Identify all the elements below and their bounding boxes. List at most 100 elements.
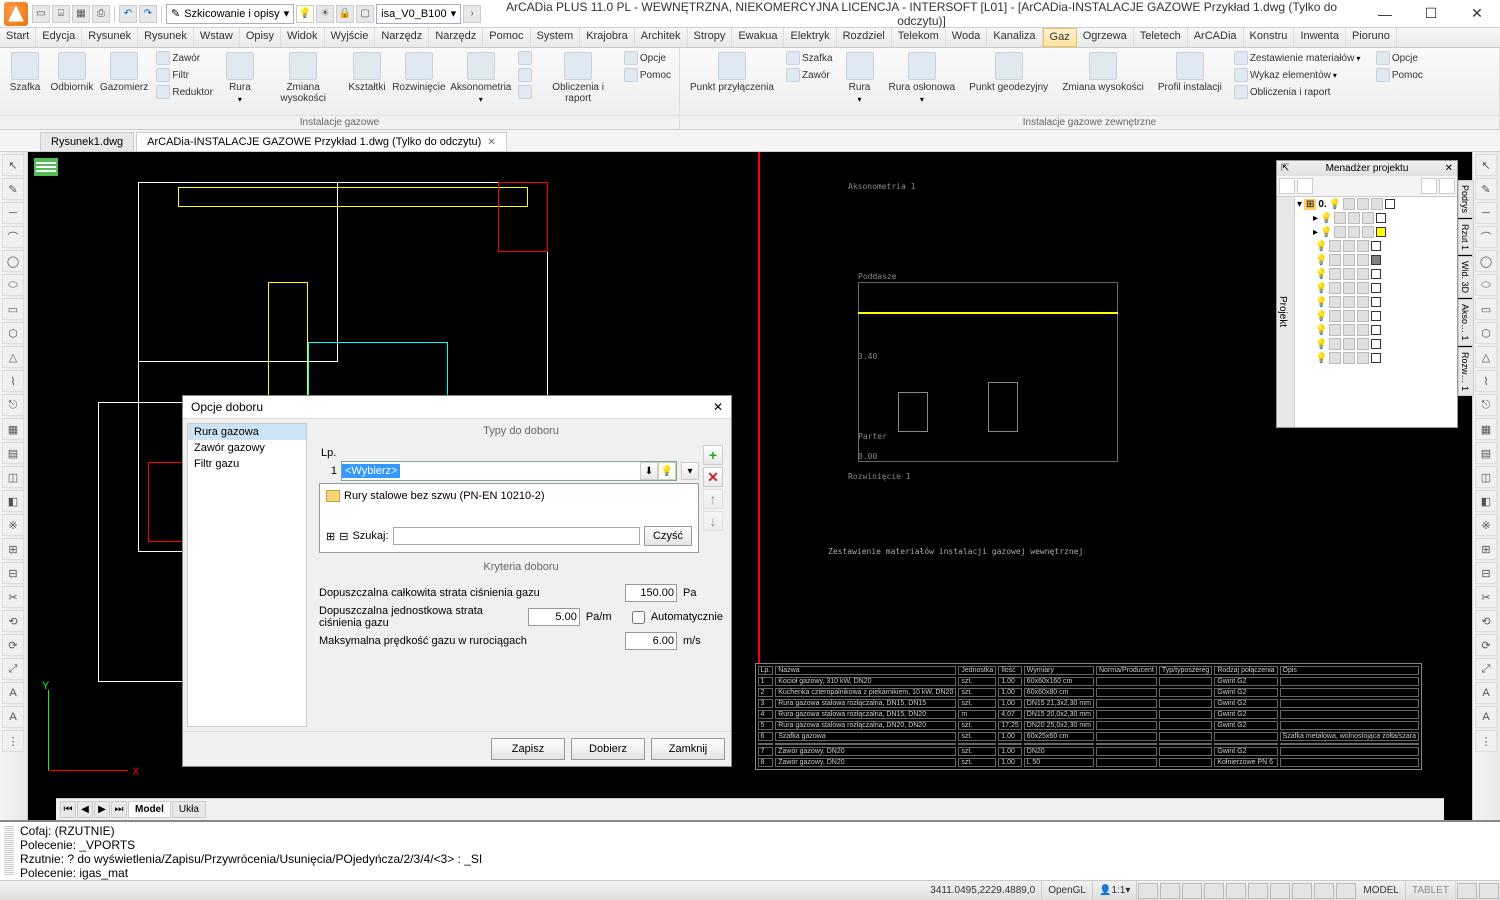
tab-layout[interactable]: Ukła bbox=[172, 801, 206, 818]
rbtn-profil[interactable]: Profil instalacji bbox=[1152, 50, 1228, 95]
vtab-Podrys[interactable]: Podrys bbox=[1458, 180, 1474, 218]
sb-5[interactable] bbox=[1226, 883, 1246, 899]
rbtn-obliczenia[interactable]: Obliczenia i raport bbox=[538, 50, 617, 106]
add-row-button[interactable]: + bbox=[703, 445, 723, 465]
delete-row-button[interactable]: ✕ bbox=[703, 467, 723, 487]
lt-tool-14[interactable]: ◧ bbox=[2, 490, 24, 512]
vtab-Akso… 1[interactable]: Akso… 1 bbox=[1458, 299, 1474, 346]
combo-dropdown-btn[interactable]: ▾ bbox=[681, 462, 699, 480]
rbtn-blank1[interactable] bbox=[514, 50, 536, 66]
pm-tree[interactable]: ▾⊞0. 💡▸💡▸💡💡💡💡💡💡💡💡💡💡 bbox=[1295, 197, 1457, 427]
menu-teletech[interactable]: Teletech bbox=[1134, 28, 1188, 47]
rbtn-oblicz2[interactable]: Obliczenia i raport bbox=[1230, 84, 1370, 100]
lt-tool-16[interactable]: ⊞ bbox=[2, 538, 24, 560]
rt-tool-4[interactable]: ◯ bbox=[1475, 250, 1497, 272]
lt-tool-5[interactable]: ⬭ bbox=[2, 274, 24, 296]
rbtn-rura-osl[interactable]: Rura osłonowa▾ bbox=[883, 50, 962, 106]
sb-6[interactable] bbox=[1248, 883, 1268, 899]
save-button[interactable]: Zapisz bbox=[491, 738, 565, 760]
rbtn-wykaz[interactable]: Wykaz elementów▾ bbox=[1230, 67, 1370, 83]
rt-tool-7[interactable]: ⬡ bbox=[1475, 322, 1497, 344]
sb-3[interactable] bbox=[1182, 883, 1202, 899]
qat-new-icon[interactable]: ▭ bbox=[32, 5, 50, 23]
dialog-category-list[interactable]: Rura gazowa Zawór gazowy Filtr gazu bbox=[187, 423, 307, 727]
menu-widok[interactable]: Widok bbox=[281, 28, 325, 47]
status-model[interactable]: MODEL bbox=[1357, 881, 1406, 900]
lt-tool-12[interactable]: ▤ bbox=[2, 442, 24, 464]
close-dialog-button[interactable]: Zamknij bbox=[651, 738, 725, 760]
qat-bulb-icon[interactable]: 💡 bbox=[296, 5, 314, 23]
menu-inwenta[interactable]: Inwenta bbox=[1294, 28, 1346, 47]
pm-layer-row[interactable]: 💡 bbox=[1295, 323, 1457, 337]
file-tab-0[interactable]: Rysunek1.dwg bbox=[40, 132, 134, 151]
pm-tool-3[interactable] bbox=[1421, 178, 1437, 194]
tree-expand-icon[interactable]: ⊞ bbox=[326, 530, 335, 543]
rbtn-opcje2[interactable]: Opcje bbox=[1372, 50, 1427, 66]
rt-tool-0[interactable]: ↖ bbox=[1475, 154, 1497, 176]
rbtn-filtr[interactable]: Filtr bbox=[152, 67, 217, 83]
menu-narzędz[interactable]: Narzędz bbox=[429, 28, 483, 47]
qat-save-icon[interactable]: ▦ bbox=[72, 5, 90, 23]
dialog-close-icon[interactable]: ✕ bbox=[713, 400, 723, 414]
lt-tool-15[interactable]: ※ bbox=[2, 514, 24, 536]
sb-zoom[interactable] bbox=[1479, 883, 1499, 899]
sb-4[interactable] bbox=[1204, 883, 1224, 899]
rt-tool-15[interactable]: ※ bbox=[1475, 514, 1497, 536]
menu-rozdziel[interactable]: Rozdziel bbox=[837, 28, 892, 47]
lt-tool-13[interactable]: ◫ bbox=[2, 466, 24, 488]
rbtn-rozwiniecie[interactable]: Rozwinięcie bbox=[391, 50, 448, 95]
qat-print-icon[interactable]: ⎙ bbox=[92, 5, 110, 23]
menu-gaz[interactable]: Gaz bbox=[1043, 28, 1077, 47]
qat-open-icon[interactable]: ⌸ bbox=[52, 5, 70, 23]
rt-tool-9[interactable]: ⌇ bbox=[1475, 370, 1497, 392]
close-tab-icon[interactable]: ✕ bbox=[487, 137, 495, 148]
pm-layer-row[interactable]: 💡 bbox=[1295, 309, 1457, 323]
rbtn-szafka[interactable]: Szafka bbox=[4, 50, 46, 95]
rbtn-punkt-przyl[interactable]: Punkt przyłączenia bbox=[684, 50, 780, 95]
rt-tool-8[interactable]: △ bbox=[1475, 346, 1497, 368]
lt-tool-23[interactable]: A bbox=[2, 706, 24, 728]
pm-layer-row[interactable]: 💡 bbox=[1295, 253, 1457, 267]
lt-tool-9[interactable]: ⌇ bbox=[2, 370, 24, 392]
rt-tool-23[interactable]: A bbox=[1475, 706, 1497, 728]
vtab-Wid. 3D[interactable]: Wid. 3D bbox=[1458, 256, 1474, 298]
tab-model[interactable]: Model bbox=[128, 801, 171, 818]
rbtn-aksonometria[interactable]: Aksonometria▾ bbox=[449, 50, 512, 106]
lt-tool-1[interactable]: ✎ bbox=[2, 178, 24, 200]
menu-krajobra[interactable]: Krajobra bbox=[580, 28, 635, 47]
dd-item-rury[interactable]: Rury stalowe bez szwu (PN-EN 10210-2) bbox=[324, 488, 694, 504]
pm-layer-row[interactable]: 💡 bbox=[1295, 337, 1457, 351]
menu-arcadia[interactable]: ArCADia bbox=[1188, 28, 1244, 47]
k3-input[interactable] bbox=[625, 632, 677, 650]
menu-rysunek[interactable]: Rysunek bbox=[138, 28, 194, 47]
sb-2[interactable] bbox=[1160, 883, 1180, 899]
cat-rura[interactable]: Rura gazowa bbox=[188, 424, 306, 440]
pm-layer-row[interactable]: 💡 bbox=[1295, 351, 1457, 365]
rbtn-blank2[interactable] bbox=[514, 67, 536, 83]
mt-last[interactable]: ⏭ bbox=[111, 801, 127, 818]
pm-layer-row[interactable]: 💡 bbox=[1295, 295, 1457, 309]
rt-tool-2[interactable]: ─ bbox=[1475, 202, 1497, 224]
menu-architek[interactable]: Architek bbox=[635, 28, 688, 47]
sb-10[interactable] bbox=[1336, 883, 1356, 899]
pm-tool-2[interactable] bbox=[1297, 178, 1313, 194]
rbtn-pomoc2[interactable]: Pomoc bbox=[1372, 67, 1427, 83]
move-down-button[interactable]: ↓ bbox=[703, 511, 723, 531]
rbtn-zmiana-wys2[interactable]: Zmiana wysokości bbox=[1056, 50, 1150, 95]
qat-layer-combo[interactable]: isa_V0_B100 ▾ bbox=[376, 4, 461, 24]
menu-pomoc[interactable]: Pomoc bbox=[483, 28, 530, 47]
k1-input[interactable] bbox=[625, 584, 677, 602]
lt-tool-22[interactable]: A bbox=[2, 682, 24, 704]
pick-button[interactable]: Dobierz bbox=[571, 738, 645, 760]
qat-workspace-combo[interactable]: ✎ Szkicowanie i opisy ▾ bbox=[166, 4, 294, 24]
combo-btn-1[interactable]: ⬇ bbox=[640, 462, 658, 480]
qat-lock-icon[interactable]: 🔒 bbox=[336, 5, 354, 23]
pm-layer-row[interactable]: 💡 bbox=[1295, 281, 1457, 295]
menu-woda[interactable]: Woda bbox=[946, 28, 988, 47]
lt-tool-10[interactable]: ⎋ bbox=[2, 394, 24, 416]
rbtn-gazomierz[interactable]: Gazomierz bbox=[98, 50, 151, 95]
rbtn-odbiornik[interactable]: Odbiornik bbox=[48, 50, 96, 95]
command-line[interactable]: Cofaj: (RZUTNIE) Polecenie: _VPORTS Rzut… bbox=[0, 820, 1500, 880]
lt-tool-17[interactable]: ⊟ bbox=[2, 562, 24, 584]
rbtn-zawor2[interactable]: Zawór bbox=[782, 67, 837, 83]
